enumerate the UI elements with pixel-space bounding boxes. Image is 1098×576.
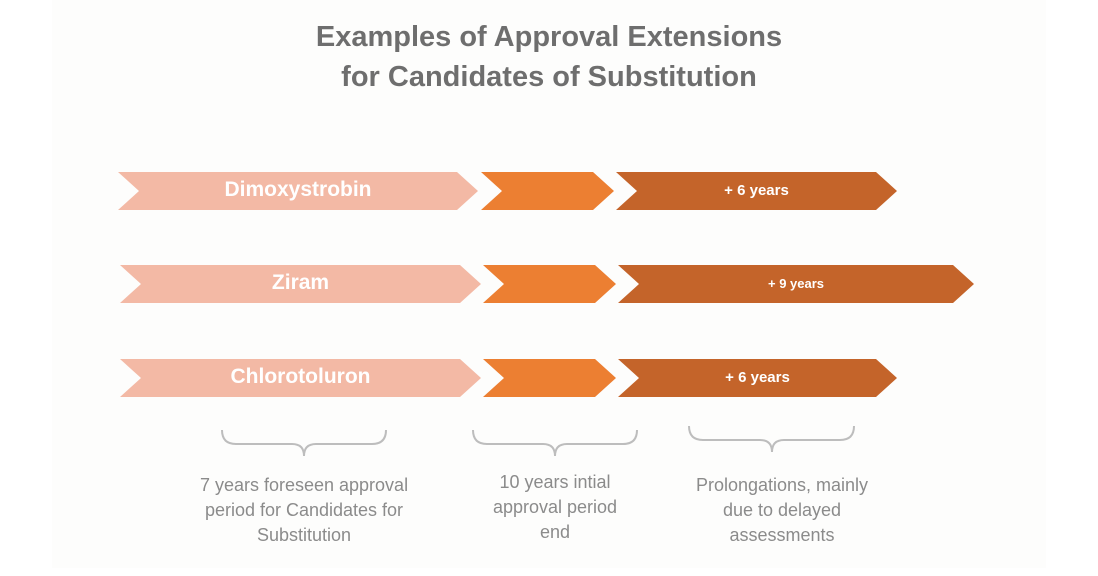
initial-period-arrow-chlorotoluron <box>483 359 616 397</box>
substance-label-ziram: Ziram <box>271 271 330 294</box>
foreseen-period-arrow-dimoxystrobin <box>118 172 478 210</box>
initial-period-note-line-2: approval period <box>492 497 618 517</box>
prolongation-note: Prolongations, mainly due to delayed ass… <box>672 473 892 548</box>
foreseen-period-arrow-ziram <box>120 265 481 303</box>
extension-label-ziram: + 9 years <box>767 276 825 291</box>
prolongation-note-line-3: assessments <box>729 525 835 545</box>
diagram-title-line-2: for Candidates of Substitution <box>341 61 757 93</box>
extension-label-chlorotoluron: + 6 years <box>725 369 790 386</box>
extension-label-dimoxystrobin: + 6 years <box>724 182 789 199</box>
foreseen-period-brace <box>221 429 387 457</box>
initial-period-brace <box>472 429 638 457</box>
prolongation-brace <box>688 425 855 453</box>
prolongation-note-line-1: Prolongations, mainly <box>695 475 869 495</box>
foreseen-period-note-line-3: Substitution <box>256 525 352 545</box>
initial-period-note: 10 years intial approval period end <box>465 470 645 545</box>
foreseen-period-note: 7 years foreseen approval period for Can… <box>174 473 434 548</box>
foreseen-period-note-line-2: period for Candidates for <box>204 500 404 520</box>
diagram-title-line-1: Examples of Approval Extensions <box>315 21 783 53</box>
initial-period-arrow-dimoxystrobin <box>481 172 614 210</box>
prolongation-note-line-2: due to delayed <box>722 500 842 520</box>
initial-period-note-line-3: end <box>539 522 571 542</box>
prolongation-arrow-dimoxystrobin <box>616 172 897 210</box>
initial-period-note-line-1: 10 years intial <box>499 472 611 492</box>
prolongation-arrow-chlorotoluron <box>618 359 897 397</box>
foreseen-period-arrow-chlorotoluron <box>120 359 481 397</box>
initial-period-arrow-ziram <box>483 265 616 303</box>
prolongation-arrow-ziram <box>618 265 974 303</box>
substance-label-dimoxystrobin: Dimoxystrobin <box>224 178 372 201</box>
substance-label-chlorotoluron: Chlorotoluron <box>230 365 371 388</box>
foreseen-period-note-line-1: 7 years foreseen approval <box>199 475 409 495</box>
